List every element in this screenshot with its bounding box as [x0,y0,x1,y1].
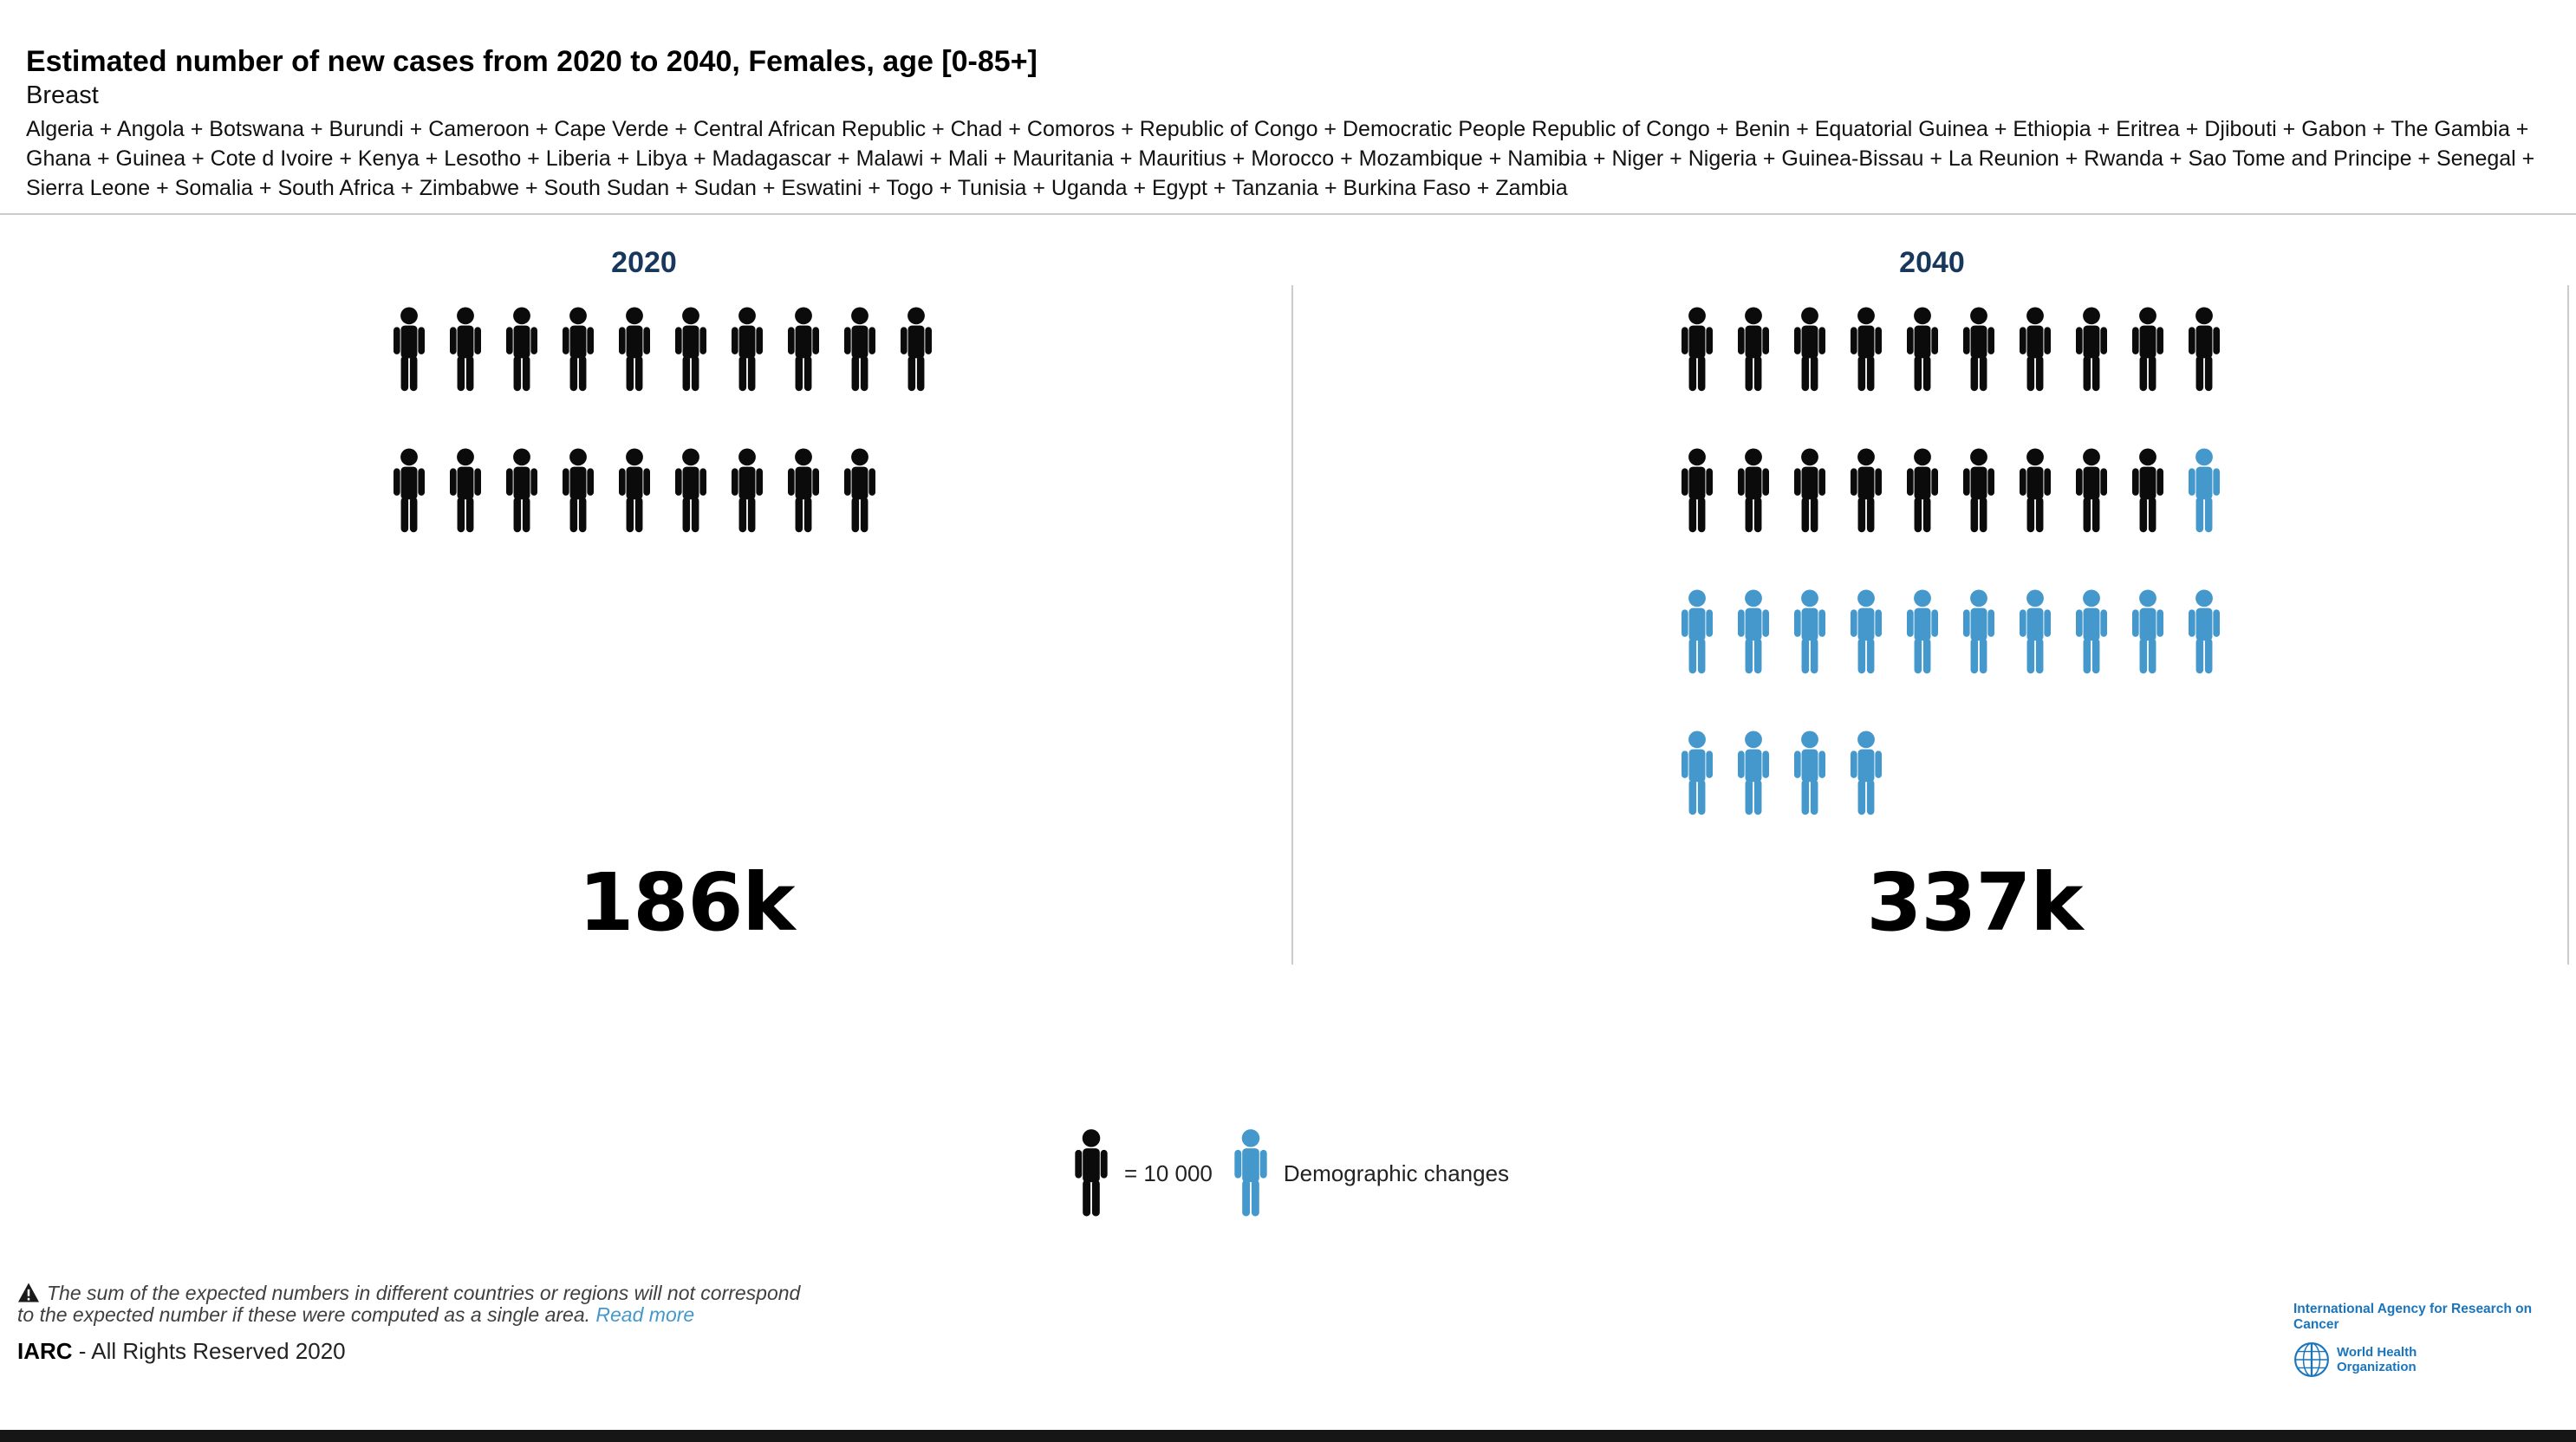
person-icon [1794,589,1825,674]
person-icon [1738,731,1769,815]
person-icon [563,307,594,392]
person-icon [1851,307,1882,392]
person-icon [450,448,481,533]
pictogram-row [386,307,940,393]
person-icon [732,448,763,533]
person-icon [1738,589,1769,674]
population-country-list: Algeria + Angola + Botswana + Burundi + … [26,117,2535,200]
legend-item-demographic: Demographic changes [1226,1123,1509,1224]
person-icon [788,307,819,392]
pictogram-row [1674,448,2228,534]
copyright-iarc: IARC [17,1338,73,1364]
person-icon [2189,589,2220,674]
person-icon [506,307,537,392]
pictogram-row [1674,307,2228,393]
iarc-logo-text: International Agency for Research on Can… [2293,1302,2533,1332]
copyright-rest: - All Rights Reserved 2020 [72,1338,346,1364]
person-icon [1851,448,1882,533]
person-icon [2020,589,2051,674]
person-icon [901,307,932,392]
disclaimer-text-line1: The sum of the expected numbers in diffe… [47,1282,801,1304]
person-icon [2132,589,2163,674]
person-icon [394,307,425,392]
pictogram-row [386,448,940,534]
header-divider [0,213,2576,215]
person-icon [1963,307,1994,392]
person-icon [844,448,875,533]
person-icon [1794,448,1825,533]
person-icon [1682,307,1713,392]
person-icon [2189,448,2220,533]
who-logo-icon [2294,1342,2329,1377]
person-icon [2020,448,2051,533]
person-icon [506,448,537,533]
person-icon [2189,307,2220,392]
who-logo-row: World Health Organization [2293,1341,2567,1378]
person-icon [1682,448,1713,533]
person-icon [675,307,706,392]
person-icon [1851,731,1882,815]
disclaimer-text-line2: to the expected number if these were com… [17,1303,591,1326]
pictogram-2040 [1674,307,2228,816]
person-icon [844,307,875,392]
who-logo-text: World Health Organization [2337,1345,2417,1374]
legend-unit-label: = 10 000 [1123,1159,1213,1186]
person-icon [1738,307,1769,392]
person-icon [619,448,650,533]
person-icon [1963,589,1994,674]
logo-block: International Agency for Research on Can… [2293,1302,2567,1378]
legend-demographic-label: Demographic changes [1283,1159,1510,1186]
pictogram-2020 [386,307,940,534]
person-icon [1963,448,1994,533]
person-icon [2076,307,2107,392]
copyright-line: IARC - All Rights Reserved 2020 [17,1338,346,1365]
legend-item-unit: = 10 000 [1067,1123,1213,1224]
total-cases-2020: 186k [578,856,795,949]
pictogram-row [1674,731,2228,816]
person-icon [619,307,650,392]
person-icon [732,307,763,392]
person-icon [1907,307,1938,392]
total-cases-2040: 337k [1866,856,2083,949]
panel-2040: 2040 337k [1288,215,2576,978]
year-label-2020: 2020 [611,246,677,279]
person-icon [1682,589,1713,674]
person-icon [675,448,706,533]
header: Estimated number of new cases from 2020 … [0,0,2576,203]
cancer-site-subtitle: Breast [26,81,99,109]
person-icon [1851,589,1882,674]
read-more-link[interactable]: Read more [595,1303,695,1326]
blue-person-icon [1234,1129,1267,1217]
person-icon [2076,589,2107,674]
pictogram-row [1674,589,2228,675]
person-icon [788,448,819,533]
person-icon [2076,448,2107,533]
disclaimer: The sum of the expected numbers in diffe… [17,1283,910,1326]
person-icon [394,448,425,533]
person-icon [2020,307,2051,392]
chart-title: Estimated number of new cases from 2020 … [26,45,1038,78]
person-icon [1907,448,1938,533]
person-icon [2132,448,2163,533]
panel-divider [1291,285,1293,965]
person-icon [1907,589,1938,674]
person-icon [1738,448,1769,533]
chart-right-border [2567,285,2569,965]
person-icon [1794,731,1825,815]
panel-2020: 2020 186k [0,215,1288,978]
black-person-icon [1075,1129,1108,1217]
person-icon [1682,731,1713,815]
year-label-2040: 2040 [1899,246,1965,279]
person-icon [450,307,481,392]
warning-icon [17,1283,40,1302]
window-bottom-edge [0,1430,2576,1442]
chart-area: 2020 186k 2040 337k [0,215,2576,978]
person-icon [2132,307,2163,392]
legend: = 10 000 Demographic changes [0,1123,2576,1224]
person-icon [1794,307,1825,392]
person-icon [563,448,594,533]
